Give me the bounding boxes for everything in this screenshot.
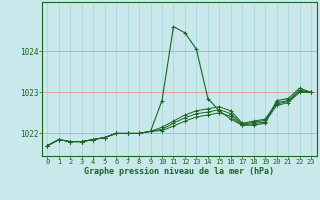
X-axis label: Graphe pression niveau de la mer (hPa): Graphe pression niveau de la mer (hPa) [84,167,274,176]
